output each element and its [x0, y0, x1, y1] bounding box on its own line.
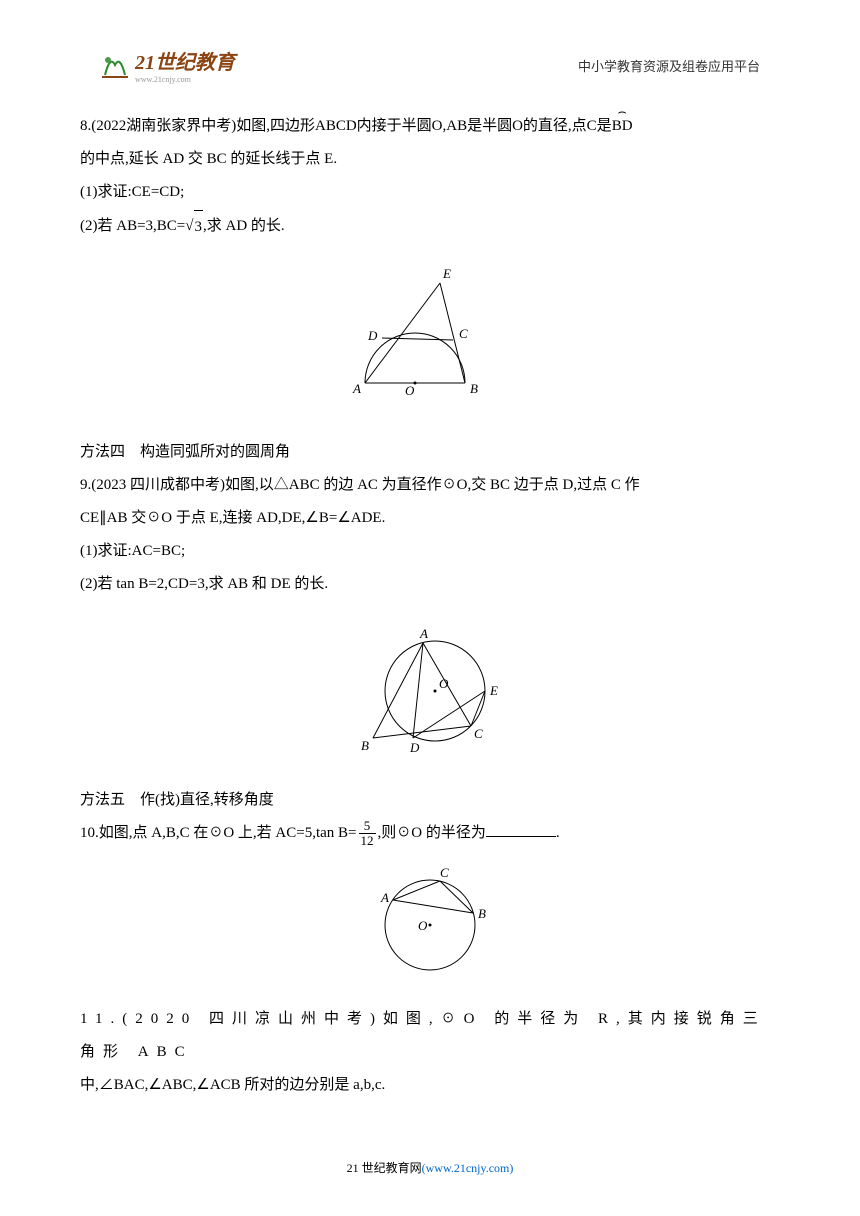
q9-line3: (1)求证:AC=BC;: [80, 535, 780, 568]
svg-text:C: C: [459, 326, 468, 341]
method4-title: 方法四 构造同弧所对的圆周角: [80, 436, 780, 469]
logo-icon: [100, 50, 130, 80]
svg-text:B: B: [361, 738, 369, 753]
svg-text:C: C: [474, 726, 483, 741]
q9-figure: A B C D E O: [80, 616, 780, 769]
footer-link: (www.21cnjy.com): [422, 1161, 514, 1175]
logo-area: 21世纪教育 www.21cnjy.com: [100, 46, 235, 84]
logo-main-text: 21世纪教育: [135, 46, 235, 75]
svg-text:C: C: [440, 865, 449, 880]
svg-text:B: B: [470, 381, 478, 396]
page-header: 21世纪教育 www.21cnjy.com 中小学教育资源及组卷应用平台: [100, 40, 760, 90]
q8-line4: (2)若 AB=3,BC=√3,求 AD 的长.: [80, 209, 780, 243]
q9-line2: CE∥AB 交☉O 于点 E,连接 AD,DE,∠B=∠ADE.: [80, 502, 780, 535]
q8-line1: 8.(2022湖南张家界中考)如图,四边形ABCD内接于半圆O,AB是半圆O的直…: [80, 110, 780, 143]
q11-line1: 11.(2020 四川凉山州中考)如图,☉O 的半径为 R,其内接锐角三角形 A…: [80, 1003, 780, 1069]
svg-text:D: D: [409, 740, 420, 755]
svg-text:B: B: [478, 906, 486, 921]
logo-text: 21世纪教育 www.21cnjy.com: [135, 46, 235, 84]
q8-text: 8.(2022湖南张家界中考)如图,四边形ABCD内接于半圆O,AB是半圆O的直…: [80, 118, 612, 134]
svg-text:E: E: [489, 683, 498, 698]
fraction-5-12: 512: [359, 819, 376, 849]
answer-blank: [486, 822, 556, 837]
q10-line: 10.如图,点 A,B,C 在☉O 上,若 AC=5,tan B=512,则☉O…: [80, 817, 780, 850]
svg-text:O: O: [418, 918, 428, 933]
method5-title: 方法五 作(找)直径,转移角度: [80, 784, 780, 817]
q11-line2: 中,∠BAC,∠ABC,∠ACB 所对的边分别是 a,b,c.: [80, 1069, 780, 1102]
q10-figure: A B C O: [80, 865, 780, 988]
logo-sub-text: www.21cnjy.com: [135, 75, 235, 84]
content-body: 8.(2022湖南张家界中考)如图,四边形ABCD内接于半圆O,AB是半圆O的直…: [80, 110, 780, 1102]
svg-text:O: O: [439, 676, 449, 691]
q8-line2: 的中点,延长 AD 交 BC 的延长线于点 E.: [80, 143, 780, 176]
svg-text:O: O: [405, 383, 415, 398]
arc-bd: BD: [612, 110, 633, 143]
page-footer: 21 世纪教育网(www.21cnjy.com): [0, 1159, 860, 1176]
sqrt-3: √3: [185, 218, 203, 234]
q9-line4: (2)若 tan B=2,CD=3,求 AB 和 DE 的长.: [80, 568, 780, 601]
q8-figure: A B O D C E: [80, 258, 780, 421]
q8-line3: (1)求证:CE=CD;: [80, 176, 780, 209]
header-right-text: 中小学教育资源及组卷应用平台: [578, 56, 760, 75]
footer-text: 21 世纪教育网: [347, 1161, 422, 1175]
svg-text:D: D: [367, 328, 378, 343]
svg-text:A: A: [352, 381, 361, 396]
svg-text:A: A: [380, 890, 389, 905]
svg-text:A: A: [419, 626, 428, 641]
q9-line1: 9.(2023 四川成都中考)如图,以△ABC 的边 AC 为直径作☉O,交 B…: [80, 469, 780, 502]
svg-text:E: E: [442, 266, 451, 281]
